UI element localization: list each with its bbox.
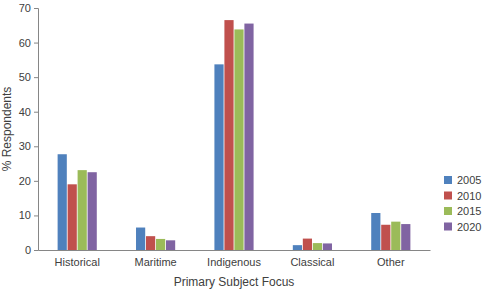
legend: 2005 2010 2015 2020 [444, 174, 481, 233]
bar [323, 243, 332, 250]
x-axis-title: Primary Subject Focus [174, 275, 295, 289]
bar [68, 184, 77, 250]
bar [244, 24, 253, 250]
y-tick-mark [34, 215, 38, 216]
y-tick-mark [34, 8, 38, 9]
y-tick-label: 10 [19, 209, 31, 221]
legend-item: 2005 [444, 174, 481, 186]
y-tick: 60 [19, 37, 38, 49]
chart: 0 10 20 30 40 50 60 70 Historical Maritime Indigen… [0, 0, 500, 291]
y-tick: 30 [19, 140, 38, 152]
y-tick: 10 [19, 209, 38, 221]
legend-item: 2010 [444, 190, 481, 202]
y-tick-label: 0 [25, 244, 31, 256]
x-axis: Historical Maritime Indigenous Classical Oth… [39, 251, 431, 268]
x-tick-label: Other [377, 256, 405, 268]
bar [146, 236, 155, 250]
y-axis-title: % Respondents [0, 87, 14, 172]
legend-label: 2020 [457, 221, 481, 233]
y-tick-mark [34, 146, 38, 147]
bar [313, 243, 322, 250]
legend-label: 2005 [457, 174, 481, 186]
y-tick-label: 60 [19, 37, 31, 49]
legend-swatch [444, 207, 452, 215]
bar [371, 213, 380, 250]
plot: 0 10 20 30 40 50 60 70 Historical Maritime Indigen… [19, 2, 431, 268]
x-axis-line [39, 250, 431, 251]
bar [166, 240, 175, 250]
bar [88, 172, 97, 250]
y-tick: 50 [19, 71, 38, 83]
bars [58, 20, 411, 250]
legend-item: 2020 [444, 221, 481, 233]
x-tick: Classical [290, 256, 334, 268]
legend-swatch [444, 192, 452, 200]
legend-label: 2015 [457, 205, 481, 217]
x-tick-label: Classical [290, 256, 334, 268]
bar [293, 245, 302, 250]
bar [156, 239, 165, 250]
series [88, 24, 411, 250]
y-tick-label: 40 [19, 106, 31, 118]
y-tick-label: 50 [19, 71, 31, 83]
y-tick-mark [34, 181, 38, 182]
x-tick-label: Historical [55, 256, 100, 268]
y-tick-mark [34, 77, 38, 78]
y-tick: 0 [25, 244, 38, 256]
x-tick: Maritime [135, 256, 177, 268]
y-tick-mark [34, 250, 38, 251]
y-tick: 70 [19, 2, 38, 14]
series [68, 20, 391, 250]
series [78, 29, 401, 250]
y-axis-line [34, 9, 39, 251]
bar [214, 64, 223, 250]
legend-swatch [444, 223, 452, 231]
y-axis: 0 10 20 30 40 50 60 70 [19, 2, 39, 256]
series [58, 64, 381, 250]
y-tick-label: 70 [19, 2, 31, 14]
y-tick-label: 30 [19, 140, 31, 152]
x-tick: Indigenous [207, 256, 261, 268]
bar [58, 154, 67, 250]
legend-swatch [444, 176, 452, 184]
bar [136, 228, 145, 250]
x-tick: Historical [55, 256, 100, 268]
y-tick-mark [34, 43, 38, 44]
x-tick: Other [377, 256, 405, 268]
bar [391, 222, 400, 250]
y-tick-mark [34, 112, 38, 113]
bar [381, 225, 390, 250]
y-tick: 40 [19, 106, 38, 118]
x-tick-label: Maritime [135, 256, 177, 268]
bar [234, 29, 243, 250]
legend-label: 2010 [457, 190, 481, 202]
y-tick: 20 [19, 175, 38, 187]
x-tick-label: Indigenous [207, 256, 261, 268]
bar [303, 239, 312, 250]
bar [78, 170, 87, 250]
bar [224, 20, 233, 250]
legend-item: 2015 [444, 205, 481, 217]
bar [401, 224, 410, 250]
y-tick-label: 20 [19, 175, 31, 187]
